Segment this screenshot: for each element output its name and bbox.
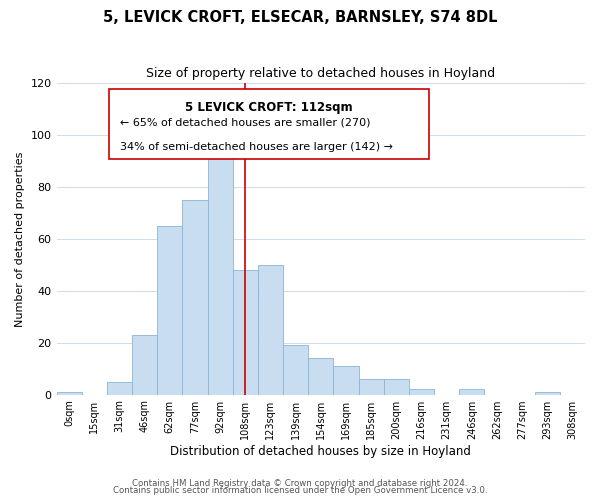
Bar: [359, 379, 383, 394]
Text: 5, LEVICK CROFT, ELSECAR, BARNSLEY, S74 8DL: 5, LEVICK CROFT, ELSECAR, BARNSLEY, S74 …: [103, 10, 497, 25]
Bar: [383, 379, 409, 394]
Text: ← 65% of detached houses are smaller (270): ← 65% of detached houses are smaller (27…: [120, 118, 370, 128]
Y-axis label: Number of detached properties: Number of detached properties: [15, 151, 25, 326]
Bar: [409, 390, 434, 394]
Bar: [334, 366, 359, 394]
Text: 5 LEVICK CROFT: 112sqm: 5 LEVICK CROFT: 112sqm: [185, 101, 353, 114]
Text: Contains public sector information licensed under the Open Government Licence v3: Contains public sector information licen…: [113, 486, 487, 495]
Bar: [107, 382, 132, 394]
Bar: [233, 270, 258, 394]
Bar: [157, 226, 182, 394]
Bar: [308, 358, 334, 395]
Bar: [459, 390, 484, 394]
Title: Size of property relative to detached houses in Hoyland: Size of property relative to detached ho…: [146, 68, 496, 80]
Text: 34% of semi-detached houses are larger (142) →: 34% of semi-detached houses are larger (…: [120, 142, 393, 152]
Bar: [182, 200, 208, 394]
Bar: [208, 158, 233, 394]
Text: Contains HM Land Registry data © Crown copyright and database right 2024.: Contains HM Land Registry data © Crown c…: [132, 478, 468, 488]
Bar: [283, 346, 308, 395]
Bar: [132, 335, 157, 394]
Bar: [258, 265, 283, 394]
Bar: [56, 392, 82, 394]
Bar: [535, 392, 560, 394]
X-axis label: Distribution of detached houses by size in Hoyland: Distribution of detached houses by size …: [170, 444, 471, 458]
FancyBboxPatch shape: [109, 90, 429, 160]
